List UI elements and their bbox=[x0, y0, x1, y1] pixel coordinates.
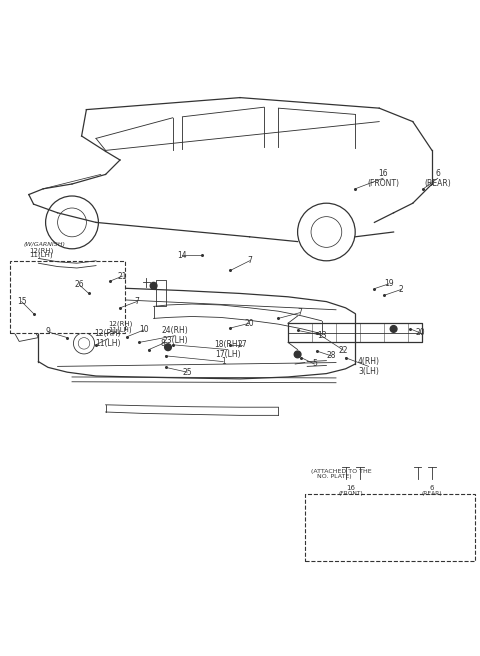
Circle shape bbox=[294, 351, 301, 358]
Text: 12(RH): 12(RH) bbox=[29, 247, 53, 254]
Circle shape bbox=[165, 344, 171, 350]
Text: 7: 7 bbox=[134, 297, 139, 306]
Text: 19: 19 bbox=[384, 279, 394, 289]
Text: (REAR): (REAR) bbox=[422, 491, 442, 496]
Circle shape bbox=[85, 291, 92, 298]
Text: 25: 25 bbox=[182, 367, 192, 377]
Text: (W/GARNISH): (W/GARNISH) bbox=[23, 243, 65, 247]
Text: 1: 1 bbox=[221, 357, 226, 366]
Text: 18(RH)
17(LH): 18(RH) 17(LH) bbox=[215, 340, 241, 359]
Text: 22: 22 bbox=[338, 346, 348, 355]
Text: 10: 10 bbox=[139, 325, 149, 335]
Text: 7: 7 bbox=[247, 256, 252, 265]
Text: 11(LH): 11(LH) bbox=[108, 327, 132, 333]
Text: 4(RH)
3(LH): 4(RH) 3(LH) bbox=[358, 357, 380, 376]
Text: 6: 6 bbox=[430, 485, 434, 491]
Text: 28: 28 bbox=[326, 352, 336, 360]
Text: NO. PLATE): NO. PLATE) bbox=[317, 474, 351, 479]
Text: 21: 21 bbox=[118, 272, 127, 281]
Text: 11(LH): 11(LH) bbox=[29, 252, 52, 258]
Circle shape bbox=[150, 282, 157, 289]
FancyBboxPatch shape bbox=[10, 261, 125, 333]
Text: 6
(REAR): 6 (REAR) bbox=[424, 169, 451, 188]
Text: 9: 9 bbox=[46, 327, 50, 337]
Text: 7: 7 bbox=[298, 308, 302, 317]
Text: 15: 15 bbox=[17, 297, 26, 306]
FancyBboxPatch shape bbox=[305, 493, 475, 561]
Text: 12(RH): 12(RH) bbox=[108, 321, 132, 327]
Circle shape bbox=[390, 325, 397, 333]
Text: 14: 14 bbox=[178, 251, 187, 260]
Text: 26: 26 bbox=[74, 280, 84, 289]
Circle shape bbox=[117, 289, 123, 295]
Text: 12(RH)
11(LH): 12(RH) 11(LH) bbox=[95, 329, 121, 348]
Text: 16: 16 bbox=[346, 485, 355, 491]
Text: 24(RH)
23(LH): 24(RH) 23(LH) bbox=[162, 326, 189, 345]
Text: 8: 8 bbox=[161, 339, 166, 348]
Text: 2: 2 bbox=[398, 285, 403, 294]
Text: 20: 20 bbox=[245, 319, 254, 328]
Text: 16
(FRONT): 16 (FRONT) bbox=[367, 169, 399, 188]
Text: 27: 27 bbox=[238, 340, 247, 349]
Text: 13: 13 bbox=[317, 331, 326, 340]
Text: (FRONT): (FRONT) bbox=[338, 491, 363, 496]
Text: 5: 5 bbox=[312, 359, 317, 369]
Text: 20: 20 bbox=[415, 328, 425, 337]
Text: (ATTACHED TO THE: (ATTACHED TO THE bbox=[311, 469, 372, 474]
